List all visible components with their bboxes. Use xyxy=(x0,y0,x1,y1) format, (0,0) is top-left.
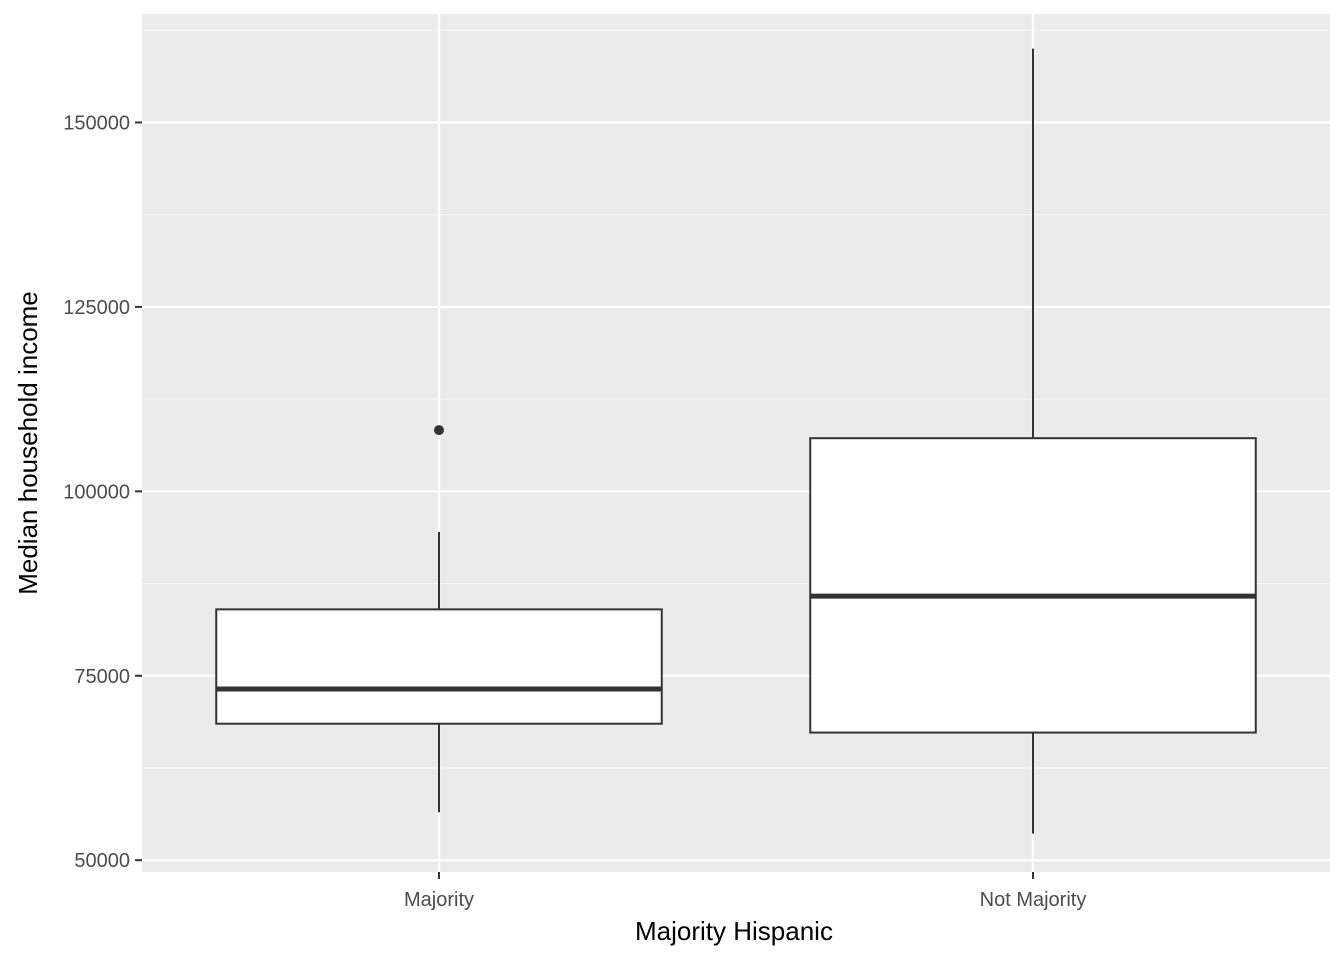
minor-gridlines xyxy=(142,29,1330,769)
y-axis-title: Median household income xyxy=(13,291,43,595)
y-tick-label: 50000 xyxy=(74,850,130,872)
box-not-majority xyxy=(809,48,1257,834)
y-tick-label: 100000 xyxy=(63,481,130,503)
y-axis: 50000 75000 100000 125000 150000 xyxy=(63,112,142,872)
box-majority xyxy=(215,425,663,813)
y-tick-label: 150000 xyxy=(63,112,130,134)
boxes-layer xyxy=(215,48,1257,834)
x-axis-title: Majority Hispanic xyxy=(635,916,833,946)
outlier-point xyxy=(434,425,444,436)
x-axis: Majority Not Majority xyxy=(404,872,1086,911)
iqr-box xyxy=(215,608,663,725)
y-tick-label: 75000 xyxy=(74,666,130,688)
y-tick-label: 125000 xyxy=(63,297,130,319)
iqr-box xyxy=(809,437,1257,734)
x-tick-label: Not Majority xyxy=(980,889,1087,911)
x-tick-label: Majority xyxy=(404,889,474,911)
